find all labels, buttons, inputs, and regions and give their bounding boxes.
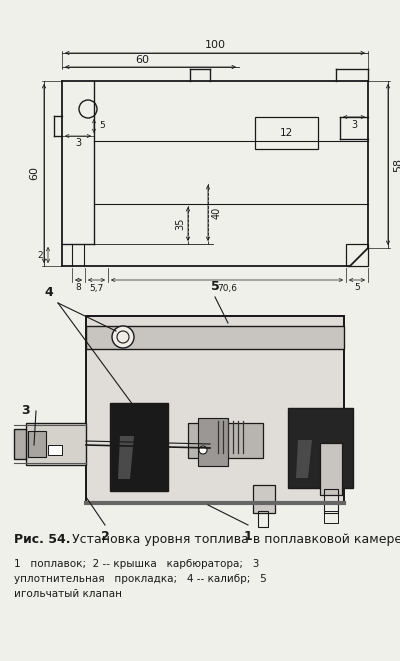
Bar [26, 423, 86, 465]
Bar [28, 431, 46, 457]
Text: 3: 3 [351, 120, 357, 130]
Text: 12: 12 [280, 128, 293, 138]
Bar [48, 445, 62, 455]
Text: 70,6: 70,6 [217, 284, 237, 293]
Text: 3: 3 [75, 138, 81, 148]
Bar [255, 117, 318, 149]
Bar [86, 316, 344, 503]
Text: 5: 5 [354, 284, 360, 293]
Text: 5: 5 [99, 122, 105, 130]
Bar [198, 418, 228, 466]
Bar [320, 443, 342, 495]
Text: 60: 60 [135, 55, 149, 65]
Text: 58: 58 [393, 157, 400, 172]
Bar [110, 403, 168, 491]
Text: 40: 40 [212, 207, 222, 219]
Circle shape [199, 446, 207, 454]
Bar [86, 326, 344, 349]
Text: 8: 8 [76, 284, 81, 293]
Text: 1   поплавок;  2 -- крышка   карбюратора;   3: 1 поплавок; 2 -- крышка карбюратора; 3 [14, 559, 259, 569]
Bar [253, 485, 275, 513]
Bar [86, 316, 344, 503]
Text: 1: 1 [244, 529, 252, 543]
Text: игольчатый клапан: игольчатый клапан [14, 589, 122, 599]
Text: Рис. 54.: Рис. 54. [14, 533, 70, 546]
Bar [188, 423, 263, 458]
Text: 4: 4 [45, 286, 53, 299]
Polygon shape [296, 440, 312, 478]
Text: 3: 3 [22, 405, 30, 418]
Bar [324, 489, 338, 513]
Polygon shape [118, 436, 134, 479]
Text: 35: 35 [175, 218, 185, 230]
Bar [346, 244, 368, 266]
Bar [258, 511, 268, 527]
Text: уплотнительная   прокладка;   4 -- калибр;   5: уплотнительная прокладка; 4 -- калибр; 5 [14, 574, 267, 584]
Text: 60: 60 [29, 167, 39, 180]
Text: 5,7: 5,7 [89, 284, 104, 293]
Bar [324, 511, 338, 523]
Text: 2: 2 [101, 529, 109, 543]
Text: 2: 2 [37, 251, 43, 260]
Text: Установка уровня топлива в поплавковой камере карбюратора:: Установка уровня топлива в поплавковой к… [68, 533, 400, 546]
Bar [288, 408, 353, 488]
Bar [14, 429, 26, 459]
Text: 100: 100 [204, 40, 226, 50]
Circle shape [112, 326, 134, 348]
Text: 5: 5 [211, 280, 219, 293]
